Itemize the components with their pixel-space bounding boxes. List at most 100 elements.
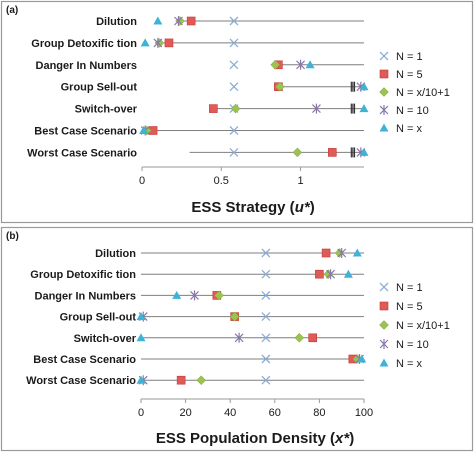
category-label: Group Detoxific tion bbox=[30, 269, 136, 281]
marker-n1 bbox=[261, 375, 271, 385]
marker-n10 bbox=[337, 248, 347, 258]
category-label: Best Case Scenario bbox=[33, 354, 136, 366]
x-tick-label: 80 bbox=[313, 407, 325, 419]
marker-nx bbox=[136, 312, 146, 321]
category-label: Group Sell-out bbox=[60, 312, 137, 324]
marker-n1 bbox=[261, 333, 271, 343]
x-tick-label: 0.5 bbox=[214, 175, 229, 187]
marker-nx bbox=[153, 16, 163, 25]
legend-label: N = x/10+1 bbox=[396, 87, 450, 99]
panel-a-tag: (a) bbox=[6, 5, 18, 16]
category-label: Group Detoxific tion bbox=[31, 38, 137, 50]
marker-nx10 bbox=[292, 147, 303, 158]
marker-nx bbox=[359, 104, 369, 113]
legend-label: N = 5 bbox=[396, 69, 423, 81]
category-label: Danger In Numbers bbox=[35, 290, 136, 302]
panel-a-x-ticks: 0 0.5 1 bbox=[139, 167, 304, 187]
legend-square-icon bbox=[379, 301, 389, 311]
marker-nx bbox=[136, 333, 146, 342]
panel-b-x-axis-title-end: ) bbox=[349, 430, 354, 447]
legend-triangle-icon bbox=[379, 123, 389, 132]
marker-nx bbox=[359, 147, 369, 156]
x-tick-label: 0 bbox=[139, 175, 145, 187]
category-label: Switch-over bbox=[75, 104, 138, 116]
panel-b-x-axis-title-var: x* bbox=[334, 430, 350, 447]
category-label: Switch-over bbox=[74, 333, 137, 345]
panel-a: (a) Dilution Group Detoxific tion Danger I… bbox=[0, 0, 474, 224]
marker-n1 bbox=[261, 269, 271, 279]
marker-n5 bbox=[186, 16, 196, 26]
marker-n1 bbox=[261, 354, 271, 364]
marker-n1 bbox=[229, 147, 239, 157]
marker-n5 bbox=[308, 333, 318, 343]
marker-nx10 bbox=[294, 332, 305, 343]
x-tick-label: 60 bbox=[269, 407, 281, 419]
marker-n1 bbox=[261, 312, 271, 322]
legend-diamond-icon bbox=[379, 320, 389, 330]
marker-n5 bbox=[321, 248, 331, 258]
category-label: Group Sell-out bbox=[61, 82, 138, 94]
legend-x-icon bbox=[379, 51, 389, 61]
x-tick-label: 20 bbox=[179, 407, 191, 419]
x-tick-label: 0 bbox=[138, 407, 144, 419]
legend-label: N = 1 bbox=[396, 51, 423, 63]
marker-nx bbox=[359, 82, 369, 91]
legend-label: N = 10 bbox=[396, 105, 429, 117]
x-tick-label: 1 bbox=[298, 175, 304, 187]
category-label: Dilution bbox=[95, 248, 136, 260]
category-label: Best Case Scenario bbox=[34, 126, 137, 138]
marker-n10 bbox=[190, 290, 199, 301]
panel-b-frame bbox=[0, 226, 474, 452]
panel-a-x-axis-title: ESS Strategy (u*) bbox=[191, 199, 314, 216]
marker-n10 bbox=[234, 332, 244, 343]
category-label: Dilution bbox=[96, 16, 137, 28]
marker-nx10 bbox=[230, 103, 241, 114]
legend-label: N = x bbox=[396, 123, 422, 135]
marker-n1 bbox=[229, 60, 239, 70]
panel-a-x-axis-title-main: ESS Strategy ( bbox=[191, 199, 294, 216]
legend-label: N = x bbox=[396, 358, 422, 370]
legend-label: N = x/10+1 bbox=[396, 320, 450, 332]
marker-nx bbox=[172, 290, 182, 299]
panel-b-x-axis-title-main: ESS Population Density ( bbox=[156, 430, 335, 447]
legend-asterisk-icon bbox=[379, 105, 389, 115]
marker-nx bbox=[343, 269, 353, 278]
legend-x-icon bbox=[379, 282, 389, 292]
marker-nx10 bbox=[196, 375, 207, 386]
marker-n5 bbox=[164, 38, 174, 48]
panel-b-x-axis-title: ESS Population Density (x*) bbox=[156, 430, 354, 447]
marker-nx bbox=[140, 38, 150, 47]
category-label: Worst Case Scenario bbox=[26, 375, 136, 387]
marker-nx10 bbox=[275, 81, 285, 92]
legend-diamond-icon bbox=[379, 87, 389, 97]
legend-label: N = 1 bbox=[396, 282, 423, 294]
panel-a-x-axis-title-end: ) bbox=[310, 199, 315, 216]
marker-n1 bbox=[261, 248, 271, 258]
legend-square-icon bbox=[379, 69, 389, 79]
marker-n10 bbox=[326, 269, 335, 280]
x-tick-label: 40 bbox=[224, 407, 236, 419]
x-tick-label: 100 bbox=[355, 407, 373, 419]
marker-n10 bbox=[312, 103, 321, 114]
panel-a-x-axis-title-var: u* bbox=[295, 199, 311, 216]
marker-n1 bbox=[229, 126, 239, 135]
panel-b: (b) Dilution Group Detoxific tion Danger I… bbox=[0, 226, 474, 452]
category-label: Danger In Numbers bbox=[36, 60, 137, 72]
panel-b-tag: (b) bbox=[6, 231, 19, 242]
marker-n10 bbox=[174, 16, 183, 26]
legend-label: N = 10 bbox=[396, 339, 429, 351]
panel-a-legend: N = 1 N = 5 N = x/10+1 N = 10 N = x bbox=[379, 51, 450, 135]
category-label: Worst Case Scenario bbox=[27, 147, 137, 159]
marker-n10 bbox=[296, 59, 305, 70]
marker-n10 bbox=[153, 37, 163, 48]
legend-asterisk-icon bbox=[379, 339, 389, 349]
marker-nx bbox=[305, 60, 315, 69]
marker-nx10 bbox=[214, 290, 224, 301]
marker-n5 bbox=[209, 104, 218, 113]
marker-n1 bbox=[229, 82, 239, 92]
marker-nx10 bbox=[270, 59, 281, 70]
legend-triangle-icon bbox=[379, 358, 389, 367]
marker-n1 bbox=[261, 290, 271, 300]
panel-a-plot: Dilution Group Detoxific tion Danger In Nu… bbox=[27, 16, 369, 159]
